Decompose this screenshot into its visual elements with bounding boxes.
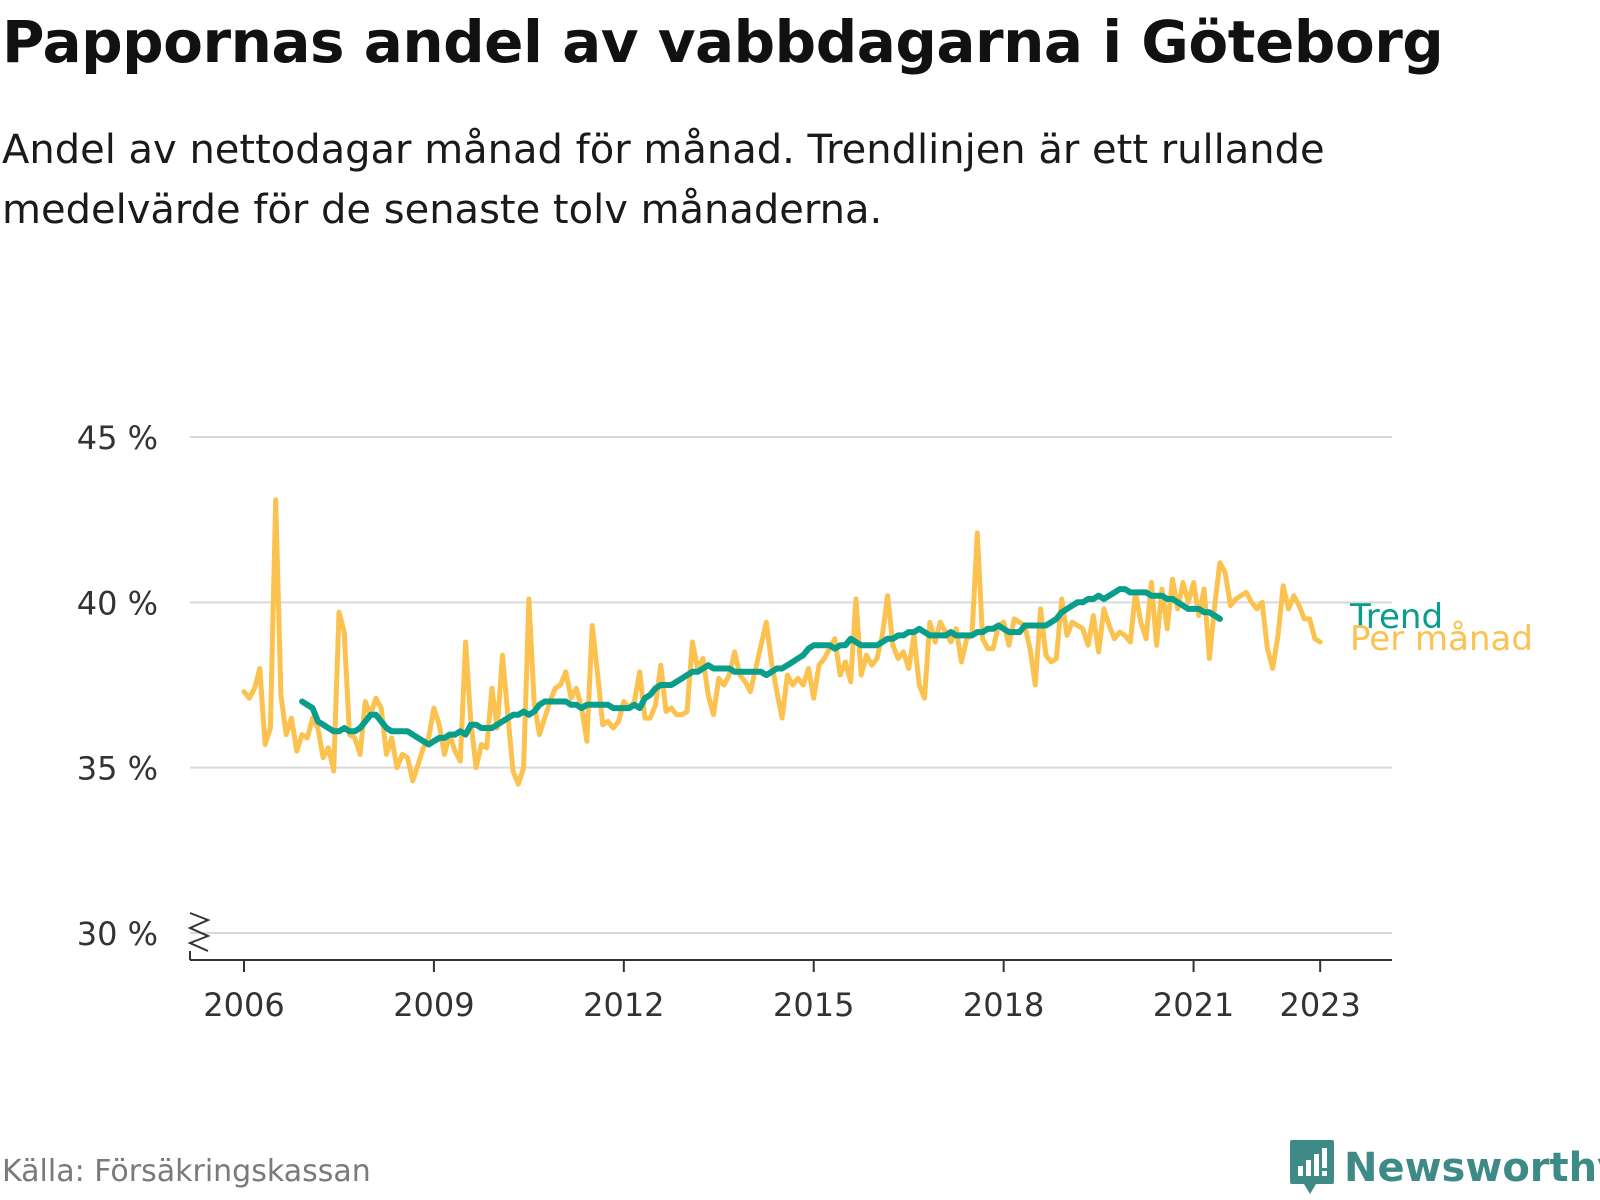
- x-tick-label: 2015: [773, 986, 854, 1024]
- y-tick-label: 40 %: [77, 584, 158, 622]
- x-tick-label: 2012: [583, 986, 664, 1024]
- trend-series-label: Trend: [1349, 597, 1443, 637]
- x-tick-label: 2006: [203, 986, 284, 1024]
- newsworthy-logo-icon: [1290, 1140, 1334, 1194]
- brand-name: Newsworthy: [1344, 1145, 1600, 1191]
- brand[interactable]: Newsworthy: [1288, 1136, 1600, 1200]
- x-axis-labels: 2006 2009 2012 2015 2018 2021 2023: [203, 986, 1361, 1024]
- axis-break-icon: [187, 912, 211, 952]
- x-tick-label: 2021: [1153, 986, 1234, 1024]
- monthly-line: [241, 497, 1323, 787]
- series: [241, 497, 1323, 787]
- chart-subtitle: Andel av nettodagar månad för månad. Tre…: [2, 127, 1325, 233]
- source-note: Källa: Försäkringskassan: [2, 1154, 371, 1189]
- y-tick-label: 30 %: [77, 915, 158, 953]
- chart-title: Pappornas andel av vabbdagarna i Götebor…: [2, 8, 1444, 76]
- y-tick-label: 35 %: [77, 750, 158, 788]
- y-axis-labels: 30 % 35 % 40 % 45 %: [77, 419, 158, 953]
- gridlines: [190, 436, 1392, 934]
- monthly-series-label: Per månad: [1350, 619, 1533, 659]
- x-axis: [187, 912, 1392, 972]
- x-tick-label: 2018: [963, 986, 1044, 1024]
- x-tick-label: 2009: [393, 986, 474, 1024]
- y-tick-label: 45 %: [77, 419, 158, 457]
- x-tick-label: 2023: [1279, 986, 1360, 1024]
- trend-line: [299, 586, 1223, 748]
